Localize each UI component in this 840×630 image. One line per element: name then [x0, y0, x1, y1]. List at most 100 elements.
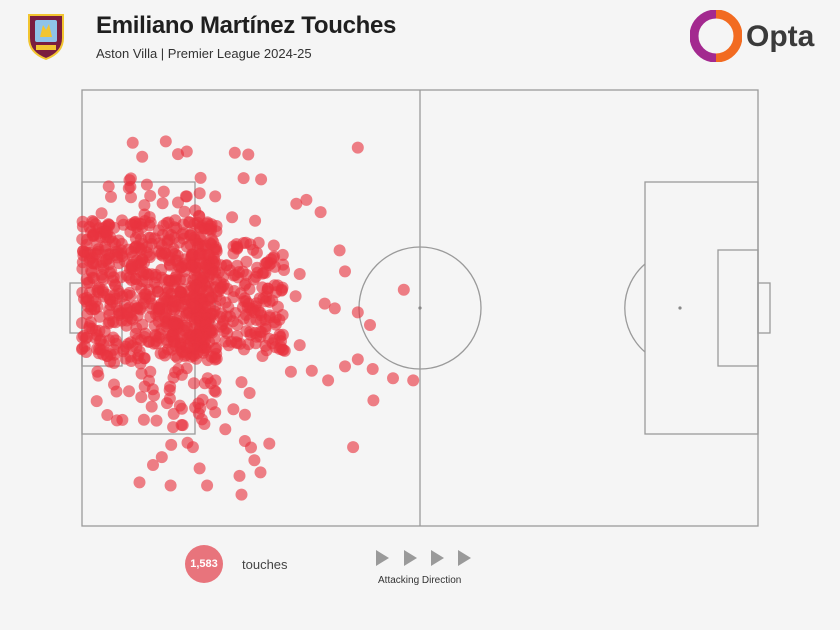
touch-point — [204, 377, 217, 390]
touch-point — [189, 234, 202, 246]
touch-point — [173, 285, 186, 298]
touch-point — [161, 282, 174, 295]
chart-title: Emiliano Martínez Touches — [96, 12, 397, 39]
touch-point — [203, 281, 216, 294]
touch-point — [193, 462, 206, 475]
touch-point — [180, 145, 193, 158]
touch-point — [135, 391, 148, 404]
touch-point — [124, 180, 137, 193]
touch-point — [328, 302, 341, 315]
touch-point — [108, 378, 120, 391]
touch-point — [167, 407, 180, 420]
right-penalty-arc — [624, 263, 646, 353]
touch-point — [237, 172, 250, 185]
touch-point — [155, 239, 168, 252]
touches-label: touches — [242, 557, 288, 572]
touch-point — [123, 286, 136, 299]
touch-point — [180, 190, 193, 203]
touch-point — [170, 273, 183, 286]
touch-point — [205, 233, 218, 246]
touch-point — [90, 395, 103, 408]
touch-point — [249, 270, 262, 283]
touch-point — [168, 317, 181, 330]
touch-point — [115, 237, 128, 250]
touch-point — [367, 394, 380, 407]
touch-point — [263, 311, 276, 324]
touch-point — [322, 374, 335, 387]
touch-point — [347, 441, 360, 454]
touch-point — [124, 172, 137, 185]
touch-point — [289, 290, 302, 303]
touch-point — [407, 374, 420, 387]
right-penalty-spot — [678, 306, 682, 310]
touch-point — [137, 413, 150, 426]
touch-point — [260, 256, 273, 269]
touch-point — [193, 187, 206, 200]
touch-point — [238, 408, 251, 421]
touch-point — [275, 284, 288, 297]
touch-point — [181, 436, 194, 449]
touch-point — [169, 349, 182, 362]
touch-point — [103, 334, 116, 347]
touch-point — [102, 180, 115, 193]
left-goal — [69, 282, 83, 334]
touch-point — [138, 199, 151, 212]
touch-point — [101, 409, 114, 421]
touch-point — [240, 325, 253, 338]
touch-point — [190, 329, 203, 342]
touch-point — [156, 197, 169, 210]
touch-point — [178, 205, 191, 218]
play-arrow-icon — [431, 550, 444, 566]
touch-point — [140, 178, 153, 191]
touch-point — [92, 369, 105, 382]
touch-point — [364, 319, 376, 331]
touch-point — [209, 406, 222, 419]
touch-point — [277, 343, 290, 356]
touch-point — [271, 300, 284, 313]
touch-point — [351, 306, 364, 319]
touch-point — [95, 207, 108, 220]
touch-point — [125, 260, 138, 273]
touch-point — [133, 476, 146, 489]
touch-point — [235, 488, 248, 501]
touch-point — [119, 352, 132, 365]
touch-point — [333, 244, 346, 257]
touch-point — [116, 413, 129, 426]
touch-point — [172, 196, 184, 209]
opta-brand: Opta — [690, 10, 830, 62]
touch-point — [156, 271, 168, 284]
touch-point — [163, 392, 176, 405]
touch-point — [157, 185, 170, 198]
touch-point — [174, 328, 187, 341]
touch-point — [397, 283, 410, 296]
touch-point — [228, 146, 241, 159]
touch-point — [387, 372, 399, 385]
touch-point — [176, 228, 189, 241]
touch-point — [248, 454, 261, 467]
touch-point — [147, 459, 159, 471]
touch-point — [201, 479, 214, 492]
touch-point — [99, 225, 112, 238]
touch-point — [240, 236, 252, 249]
touch-point — [227, 403, 240, 416]
touch-point — [249, 337, 262, 350]
touches-count-badge: 1,583 — [185, 545, 223, 583]
touch-point — [250, 297, 263, 310]
touch-point — [226, 211, 239, 224]
touch-point — [351, 141, 364, 154]
touch-point — [164, 479, 177, 492]
touch-point — [263, 437, 276, 450]
touch-point — [249, 214, 262, 227]
play-arrow-icon — [376, 550, 389, 566]
center-spot — [418, 306, 422, 310]
touch-point — [339, 360, 351, 373]
touch-point — [255, 173, 268, 186]
touch-point — [339, 265, 351, 278]
touch-point — [198, 418, 211, 430]
touch-point — [175, 260, 188, 273]
touch-point — [290, 197, 303, 210]
touch-point — [102, 317, 115, 330]
touch-point — [233, 469, 246, 482]
touch-point — [89, 247, 102, 260]
